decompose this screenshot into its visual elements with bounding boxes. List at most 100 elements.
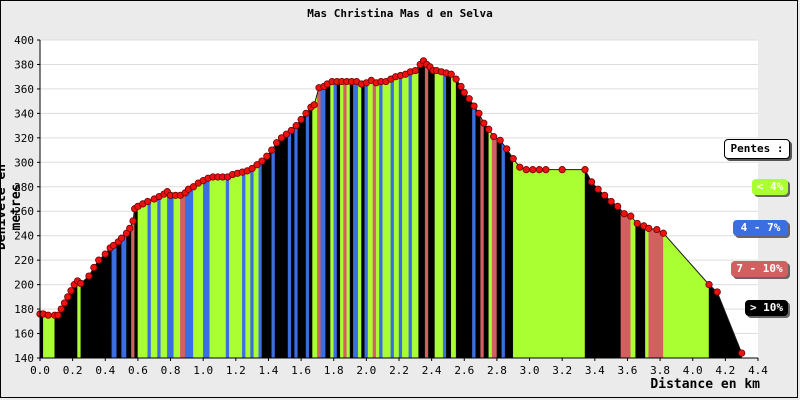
slope-band: [253, 163, 259, 359]
x-tick-label: 3.4: [585, 364, 605, 377]
slope-band: [645, 226, 649, 359]
slope-band: [258, 160, 263, 359]
slope-band: [382, 78, 391, 359]
data-point: [457, 82, 465, 91]
legend-item-4-7: 4 - 7%: [733, 220, 788, 236]
y-tick-label: 220: [14, 254, 34, 267]
slope-band: [225, 175, 230, 359]
slope-band: [202, 177, 210, 359]
legend-item-gt10: > 10%: [745, 300, 788, 316]
slope-band: [330, 81, 334, 359]
slope-band: [358, 82, 362, 359]
x-tick-label: 1.8: [324, 364, 344, 377]
data-point: [645, 224, 653, 232]
x-tick-label: 3.0: [520, 364, 540, 377]
data-point: [633, 219, 641, 228]
x-tick-label: 0.6: [128, 364, 148, 377]
slope-band: [434, 70, 444, 359]
y-tick-label: 320: [14, 132, 34, 145]
slope-band: [446, 72, 452, 359]
y-tick-label: 340: [14, 107, 34, 120]
slope-band: [451, 73, 457, 359]
data-point: [503, 145, 511, 153]
data-point: [587, 178, 596, 186]
slope-band: [424, 62, 429, 359]
slope-band: [513, 158, 586, 359]
slope-band: [428, 65, 436, 359]
slope-band: [402, 72, 409, 359]
data-point: [460, 88, 468, 97]
slope-band: [317, 87, 321, 359]
data-point: [67, 287, 75, 295]
x-tick-label: 0.2: [63, 364, 83, 377]
data-point: [144, 197, 152, 206]
slope-band: [111, 242, 117, 359]
slope-band: [372, 80, 377, 359]
data-point: [117, 234, 126, 242]
data-point: [485, 125, 493, 133]
slope-band: [160, 191, 168, 359]
slope-band: [630, 215, 636, 359]
y-tick-label: 380: [14, 58, 34, 71]
slope-band: [349, 81, 354, 359]
data-point: [601, 191, 609, 199]
slope-band: [261, 149, 272, 359]
slope-band: [309, 105, 313, 359]
legend-item-7-10: 7 - 10%: [731, 261, 788, 277]
slope-band: [390, 77, 395, 359]
data-point: [77, 279, 85, 287]
data-point: [273, 139, 281, 147]
data-point: [411, 66, 419, 75]
x-tick-label: 1.2: [226, 364, 246, 377]
slope-band: [361, 82, 365, 359]
slope-band: [501, 141, 506, 359]
y-tick-label: 260: [14, 205, 34, 218]
data-point: [496, 136, 504, 144]
slope-band: [297, 112, 307, 359]
slope-band: [648, 228, 664, 359]
slope-band: [379, 81, 383, 359]
slope-band: [364, 81, 369, 359]
y-tick-label: 160: [14, 328, 34, 341]
x-tick-label: 0.4: [95, 364, 115, 377]
slope-band: [346, 81, 351, 359]
data-point: [465, 95, 473, 103]
data-point: [607, 197, 615, 206]
data-point: [95, 256, 103, 264]
data-point: [277, 134, 286, 142]
x-tick-label: 3.8: [650, 364, 670, 377]
slope-band: [126, 224, 132, 359]
data-point: [310, 101, 318, 109]
slope-band: [193, 180, 204, 359]
slope-band: [134, 205, 139, 359]
data-point: [64, 293, 72, 301]
data-point: [542, 166, 550, 174]
slope-band: [180, 192, 186, 359]
data-point: [480, 119, 488, 127]
slope-band: [167, 191, 175, 359]
data-point: [85, 272, 93, 280]
slope-band: [137, 201, 148, 359]
y-tick-label: 180: [14, 303, 34, 316]
data-point: [522, 166, 530, 174]
data-point: [475, 109, 483, 117]
slope-band: [340, 81, 344, 359]
y-tick-label: 240: [14, 230, 34, 243]
x-tick-label: 3.2: [552, 364, 572, 377]
x-tick-label: 1.0: [193, 364, 213, 377]
data-point: [263, 152, 271, 160]
data-point: [292, 122, 300, 130]
slope-band: [442, 71, 447, 359]
data-point: [253, 161, 261, 169]
data-point: [627, 212, 635, 220]
slope-band: [294, 123, 298, 359]
data-point: [558, 166, 566, 174]
data-point: [620, 210, 628, 218]
slope-band: [491, 133, 498, 359]
slope-band: [398, 74, 403, 359]
slope-band: [77, 280, 82, 359]
data-point: [529, 166, 537, 174]
y-tick-label: 400: [14, 34, 34, 47]
